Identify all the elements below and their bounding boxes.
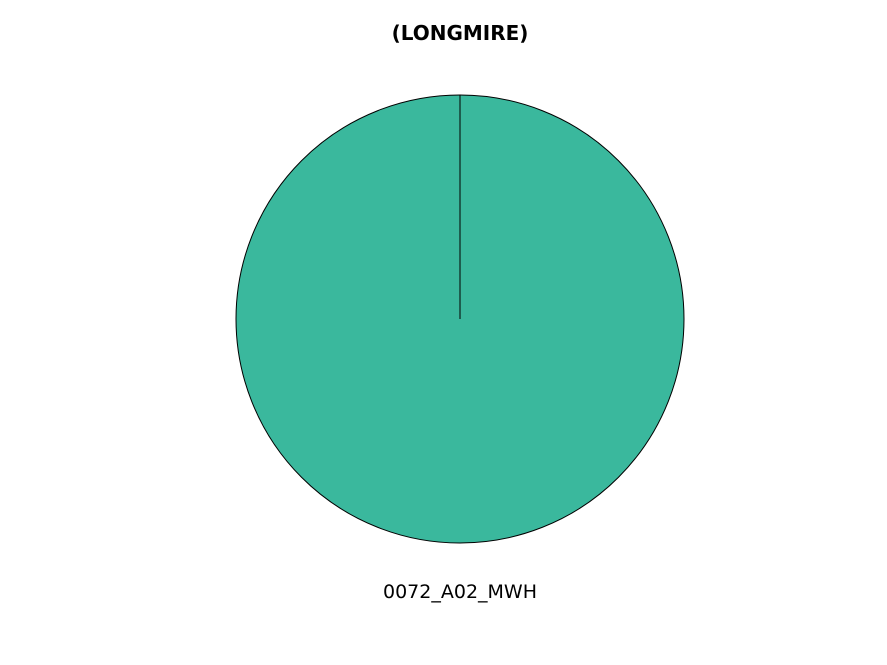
pie-labels: 0072_A02_MWH <box>383 581 537 603</box>
chart-title: (LONGMIRE) <box>392 21 529 45</box>
pie-slice-label: 0072_A02_MWH <box>383 581 537 603</box>
pie-slices <box>235 94 685 544</box>
